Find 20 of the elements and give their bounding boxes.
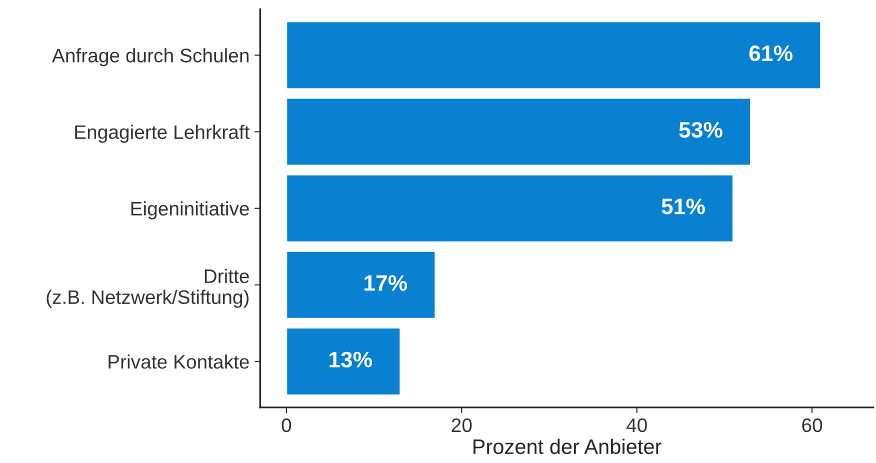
data-label: 61%	[749, 45, 792, 62]
data-label: 53%	[679, 122, 722, 138]
x-axis-title: Prozent der Anbieter	[474, 438, 662, 454]
bar	[286, 20, 822, 90]
x-tick-label: 0	[282, 418, 292, 432]
x-tick-label: 60	[802, 418, 822, 432]
x-tick-label: 40	[626, 418, 647, 432]
y-tick-label: Private Kontakte	[108, 354, 249, 369]
data-label: 13%	[330, 352, 372, 368]
y-tick-label: Anfrage durch Schulen	[52, 48, 249, 66]
x-tick-label: 20	[452, 418, 472, 432]
y-tick-label: Dritte (z.B. Netzwerk/Stiftung)	[46, 268, 249, 308]
bar	[286, 174, 734, 243]
bar	[286, 327, 402, 396]
y-tick-label: Eigeninitiative	[131, 201, 249, 220]
data-label: 51%	[662, 198, 705, 214]
data-label: 17%	[364, 275, 408, 291]
bar	[286, 250, 436, 320]
bar	[286, 97, 752, 166]
y-tick-label: Engagierte Lehrkraft	[75, 124, 250, 143]
